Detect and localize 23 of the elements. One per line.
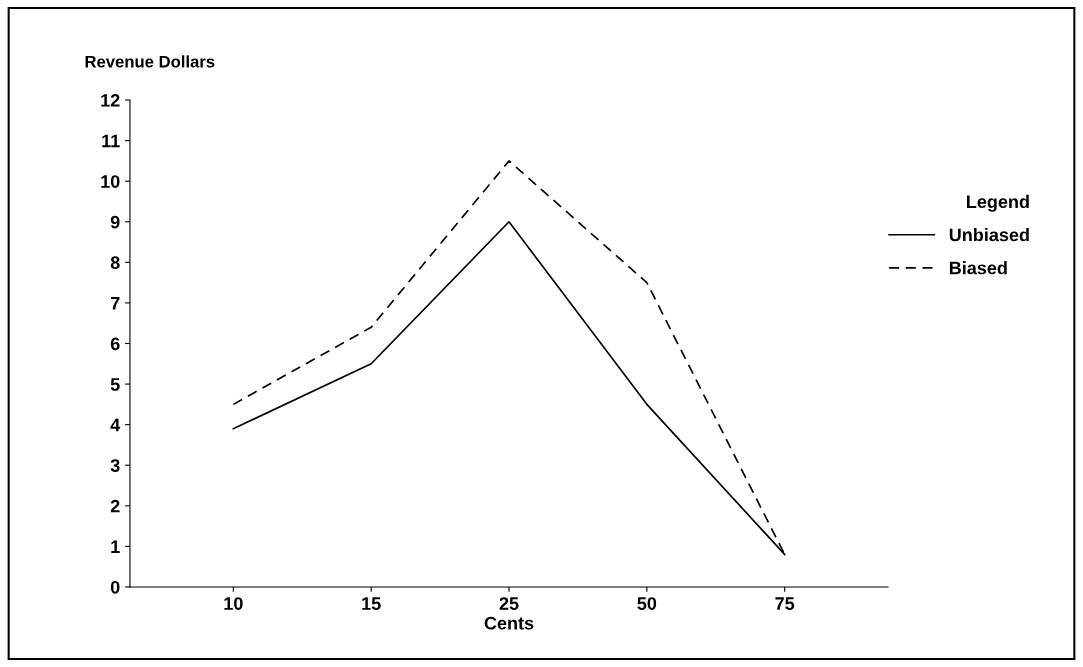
y-tick-label: 10 <box>101 175 120 188</box>
legend-label: Unbiased <box>949 228 1029 242</box>
y-tick-label: 2 <box>110 499 120 513</box>
y-axis-title: Revenue Dollars <box>85 55 215 68</box>
y-tick-label: 11 <box>102 134 120 148</box>
y-tick-label: 4 <box>110 418 121 432</box>
x-tick-label: 75 <box>775 597 795 610</box>
y-tick-label: 8 <box>110 256 120 270</box>
y-tick-label: 7 <box>110 297 120 310</box>
x-tick-label: 25 <box>499 597 519 610</box>
x-axis-title: Cents <box>484 616 534 630</box>
y-tick-label: 0 <box>110 580 120 594</box>
x-tick-label: 50 <box>637 597 657 610</box>
x-tick-label: 15 <box>362 597 381 610</box>
y-tick-label: 3 <box>110 459 120 472</box>
y-tick-label: 1 <box>111 540 120 553</box>
y-tick-label: 9 <box>110 215 120 229</box>
legend-title: Legend <box>967 194 1029 212</box>
legend-label: Biased <box>949 261 1007 275</box>
y-tick-label: 6 <box>110 337 120 351</box>
y-tick-label: 12 <box>101 93 120 107</box>
x-tick-label: 10 <box>224 597 243 610</box>
y-tick-label: 5 <box>110 378 120 391</box>
